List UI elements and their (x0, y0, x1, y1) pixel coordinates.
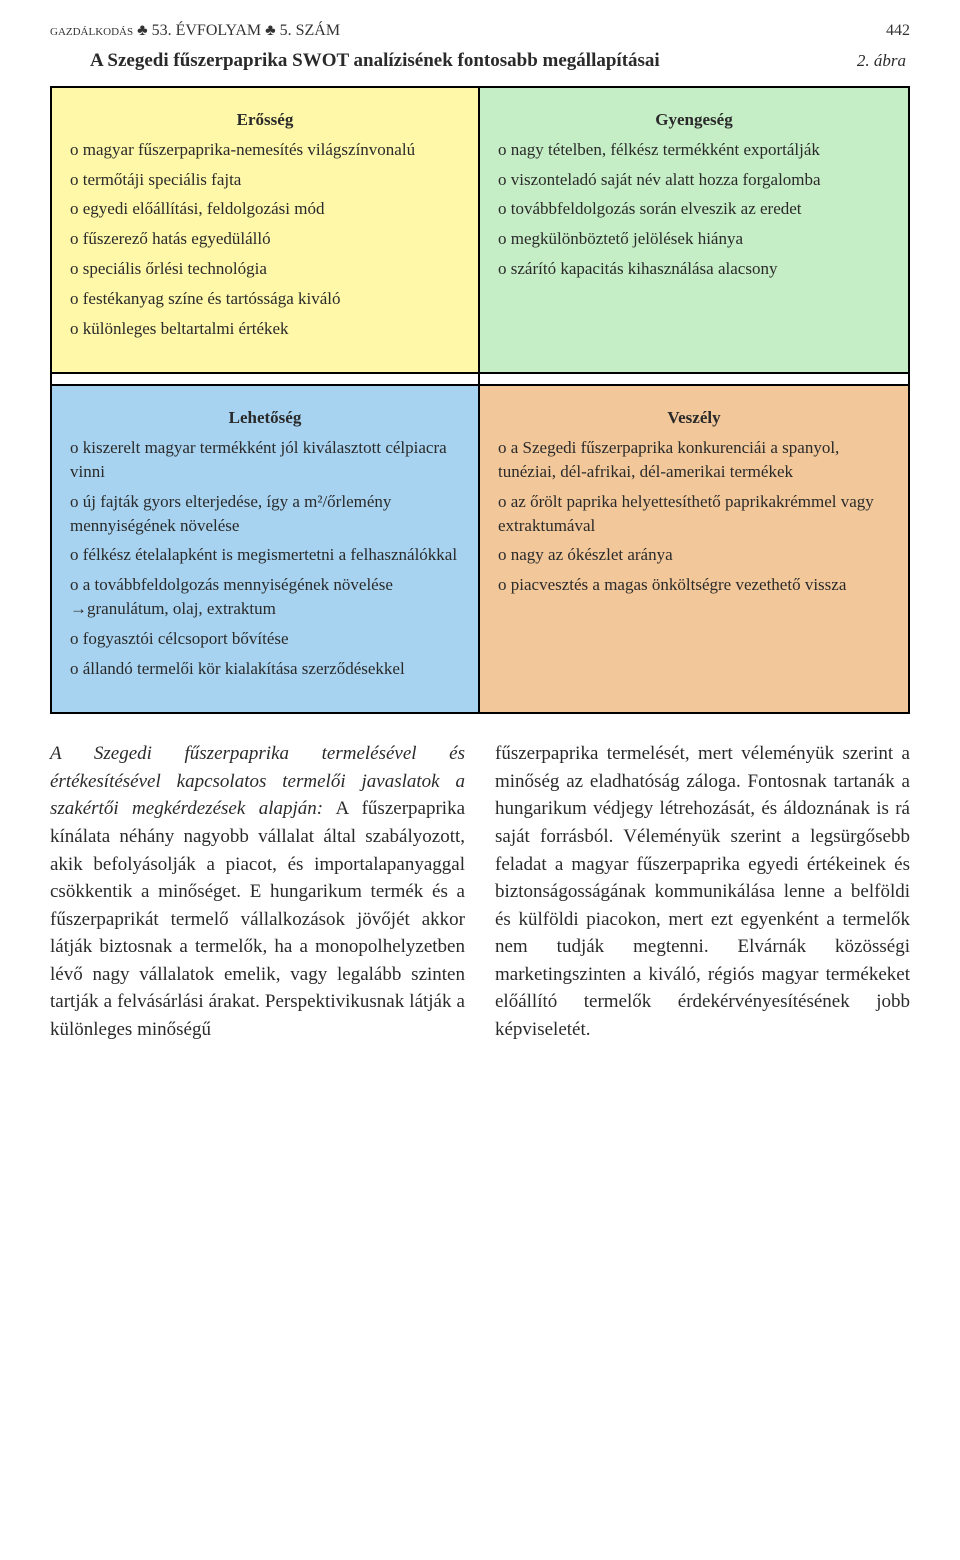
swot-strength-title: Erősség (70, 108, 460, 132)
swot-item: o továbbfeldolgozás során elveszik az er… (498, 197, 890, 221)
swot-weakness-title: Gyengeség (498, 108, 890, 132)
swot-item: o különleges beltartalmi értékek (70, 317, 460, 341)
page-header: gazdálkodás ♣ 53. ÉVFOLYAM ♣ 5. SZÁM 442 (50, 22, 910, 40)
swot-row-top: Erősség o magyar fűszerpaprika-nemesítés… (52, 88, 908, 374)
swot-weakness-cell: Gyengeség o nagy tételben, félkész termé… (480, 88, 908, 372)
figure-caption: A Szegedi fűszerpaprika SWOT analíziséne… (50, 50, 660, 72)
swot-item: o termőtáji speciális fajta (70, 168, 460, 192)
swot-item: o speciális őrlési technológia (70, 257, 460, 281)
body-col1-rest: A fűszerpaprika kínálata néhány nagyobb … (50, 798, 465, 1039)
swot-item: o viszonteladó saját név alatt hozza for… (498, 168, 890, 192)
swot-item: o a Szegedi fűszerpaprika konkurenciái a… (498, 436, 890, 484)
swot-item: o magyar fűszerpaprika-nemesítés világsz… (70, 138, 460, 162)
swot-item: o nagy tételben, félkész termékként expo… (498, 138, 890, 162)
swot-table: Erősség o magyar fűszerpaprika-nemesítés… (50, 86, 910, 714)
body-col-right: fűszerpaprika termelését, mert véleményü… (495, 740, 910, 1043)
swot-item: o fogyasztói célcsoport bővítése (70, 627, 460, 651)
swot-row-divider (52, 374, 908, 386)
swot-item: o kiszerelt magyar termékként jól kivála… (70, 436, 460, 484)
journal-title: gazdálkodás ♣ 53. ÉVFOLYAM ♣ 5. SZÁM (50, 22, 340, 40)
swot-item: o festékanyag színe és tartóssága kiváló (70, 287, 460, 311)
swot-opportunity-title: Lehetőség (70, 406, 460, 430)
swot-item: o az őrölt paprika helyettesíthető papri… (498, 490, 890, 538)
swot-strength-cell: Erősség o magyar fűszerpaprika-nemesítés… (52, 88, 480, 372)
swot-opportunity-cell: Lehetőség o kiszerelt magyar termékként … (52, 386, 480, 712)
figure-caption-row: A Szegedi fűszerpaprika SWOT analíziséne… (50, 50, 910, 72)
swot-item: o új fajták gyors elterjedése, így a m²/… (70, 490, 460, 538)
body-text: A Szegedi fűszerpaprika termelésével és … (50, 740, 910, 1043)
divider-cell (52, 374, 480, 384)
swot-item: o a továbbfeldolgozás mennyiségének növe… (70, 573, 460, 621)
swot-item: o megkülönböztető jelölések hiánya (498, 227, 890, 251)
swot-row-bottom: Lehetőség o kiszerelt magyar termékként … (52, 386, 908, 712)
page-number: 442 (886, 22, 910, 40)
swot-item: o félkész ételalapként is megismertetni … (70, 543, 460, 567)
figure-number: 2. ábra (857, 51, 910, 71)
swot-threat-title: Veszély (498, 406, 890, 430)
swot-item: o fűszerező hatás egyedülálló (70, 227, 460, 251)
swot-item: o nagy az ókészlet aránya (498, 543, 890, 567)
swot-item: o egyedi előállítási, feldolgozási mód (70, 197, 460, 221)
body-col-left: A Szegedi fűszerpaprika termelésével és … (50, 740, 465, 1043)
divider-cell (480, 374, 908, 384)
swot-item: o állandó termelői kör kialakítása szerz… (70, 657, 460, 681)
swot-item: o piacvesztés a magas önköltségre vezeth… (498, 573, 890, 597)
swot-threat-cell: Veszély o a Szegedi fűszerpaprika konkur… (480, 386, 908, 712)
swot-item: o szárító kapacitás kihasználása alacson… (498, 257, 890, 281)
